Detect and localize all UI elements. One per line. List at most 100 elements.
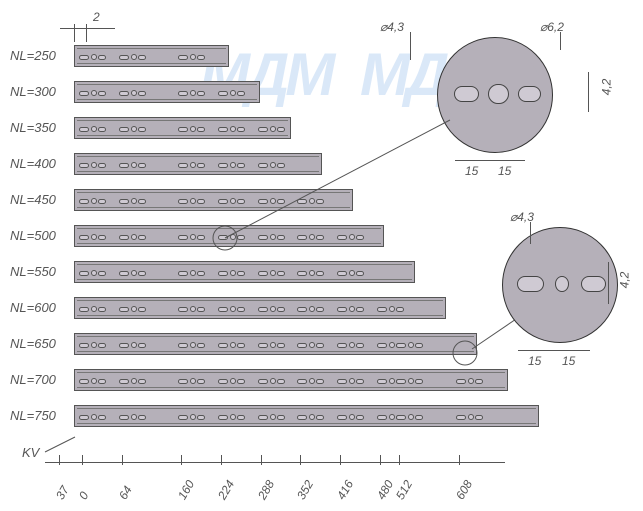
hole-group — [297, 196, 325, 206]
rail — [74, 189, 353, 211]
hole-group — [337, 268, 365, 278]
axis-tick — [261, 455, 262, 465]
nl-label: NL=550 — [10, 264, 56, 279]
axis-line — [45, 462, 505, 463]
rail — [74, 405, 539, 427]
axis-label: 64 — [116, 483, 135, 502]
axis-tick — [340, 455, 341, 465]
dim-line — [60, 28, 115, 29]
det1-d2: 15 — [498, 164, 511, 178]
top-dim-2: 2 — [93, 10, 100, 24]
hole-group — [337, 304, 365, 314]
det2-h: 4,2 — [617, 272, 631, 289]
hole-group — [218, 88, 246, 98]
hole-group — [396, 412, 424, 422]
hole-group — [258, 196, 286, 206]
axis-tick — [82, 455, 83, 465]
hole-group — [297, 412, 325, 422]
hole-group — [218, 340, 246, 350]
hole-group — [119, 340, 147, 350]
rail — [74, 369, 508, 391]
hole-group — [258, 412, 286, 422]
hole-group — [218, 232, 246, 242]
det1-dim — [455, 160, 525, 161]
hole-group — [456, 376, 484, 386]
hole-group — [119, 412, 147, 422]
axis-label: 608 — [453, 478, 475, 502]
hole-group — [258, 376, 286, 386]
diagram-canvas: МДМ МДМ 2 NL=250NL=300NL=350NL=400NL=450… — [0, 0, 643, 511]
det2-d1: 15 — [528, 354, 541, 368]
det2-dim — [518, 350, 590, 351]
nl-label: NL=400 — [10, 156, 56, 171]
rail — [74, 225, 384, 247]
axis-tick — [300, 455, 301, 465]
hole-group — [178, 376, 206, 386]
hole-group — [119, 232, 147, 242]
hole-group — [119, 52, 147, 62]
hole-group — [79, 232, 107, 242]
hole-group — [119, 160, 147, 170]
hole-group — [178, 196, 206, 206]
hole-group — [178, 268, 206, 278]
det1-lead — [410, 32, 411, 60]
hole-group — [119, 196, 147, 206]
rail — [74, 81, 260, 103]
hole-group — [218, 412, 246, 422]
hole-group — [337, 340, 365, 350]
nl-label: NL=600 — [10, 300, 56, 315]
axis-label: 160 — [175, 478, 197, 502]
hole-group — [79, 124, 107, 134]
det1-phi1: ⌀4,3 — [380, 20, 404, 34]
axis-tick — [181, 455, 182, 465]
hole-group — [119, 88, 147, 98]
det1-h: 4,2 — [599, 79, 613, 96]
det1-dim — [588, 72, 589, 112]
hole-group — [119, 304, 147, 314]
hole-group — [79, 412, 107, 422]
hole-group — [396, 340, 424, 350]
hole-group — [258, 160, 286, 170]
axis-label: 512 — [393, 478, 415, 502]
hole-group — [79, 196, 107, 206]
axis-tick — [459, 455, 460, 465]
detail-2 — [502, 227, 618, 343]
nl-label: NL=300 — [10, 84, 56, 99]
det2-lead — [530, 222, 531, 244]
hole-group — [297, 268, 325, 278]
axis-tick — [122, 455, 123, 465]
hole-group — [337, 376, 365, 386]
nl-label: NL=500 — [10, 228, 56, 243]
hole-group — [258, 304, 286, 314]
nl-label: NL=350 — [10, 120, 56, 135]
hole-group — [258, 340, 286, 350]
hole-group — [79, 88, 107, 98]
hole-group — [178, 304, 206, 314]
hole-group — [119, 268, 147, 278]
axis-tick — [399, 455, 400, 465]
axis-label: 352 — [294, 478, 316, 502]
hole-group — [79, 304, 107, 314]
rail — [74, 261, 415, 283]
kv-label: KV — [22, 445, 39, 460]
hole-group — [218, 124, 246, 134]
hole-group — [258, 124, 286, 134]
hole-group — [119, 376, 147, 386]
nl-label: NL=650 — [10, 336, 56, 351]
hole-group — [218, 196, 246, 206]
hole-group — [258, 268, 286, 278]
hole-group — [377, 304, 405, 314]
axis-label: 0 — [76, 489, 91, 502]
hole-group — [337, 232, 365, 242]
det2-dim — [608, 262, 609, 304]
nl-label: NL=700 — [10, 372, 56, 387]
hole-group — [218, 304, 246, 314]
hole-group — [258, 232, 286, 242]
hole-group — [178, 412, 206, 422]
hole-group — [79, 52, 107, 62]
hole-group — [178, 232, 206, 242]
hole-group — [79, 160, 107, 170]
rail — [74, 333, 477, 355]
rail — [74, 153, 322, 175]
axis-tick — [380, 455, 381, 465]
